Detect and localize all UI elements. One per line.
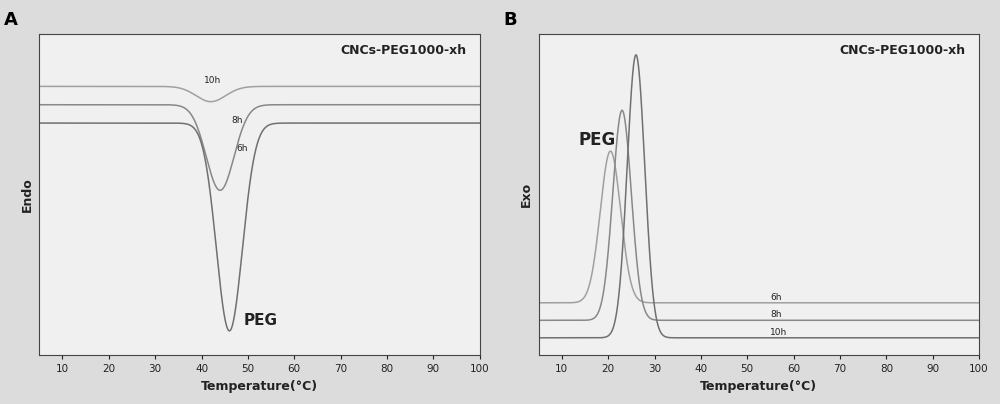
Text: CNCs-PEG1000-xh: CNCs-PEG1000-xh <box>840 44 966 57</box>
Text: CNCs-PEG1000-xh: CNCs-PEG1000-xh <box>340 44 467 57</box>
Text: 8h: 8h <box>232 116 243 125</box>
X-axis label: Temperature(°C): Temperature(°C) <box>201 380 318 393</box>
Y-axis label: Exo: Exo <box>520 182 533 207</box>
Text: PEG: PEG <box>578 131 615 149</box>
Text: A: A <box>4 11 18 29</box>
Text: B: B <box>503 11 517 29</box>
Text: PEG: PEG <box>243 313 277 328</box>
X-axis label: Temperature(°C): Temperature(°C) <box>700 380 817 393</box>
Y-axis label: Endo: Endo <box>21 177 34 212</box>
Text: 10h: 10h <box>770 328 788 337</box>
Text: 6h: 6h <box>770 293 782 302</box>
Text: 6h: 6h <box>236 143 248 153</box>
Text: 8h: 8h <box>770 310 782 320</box>
Text: 10h: 10h <box>204 76 221 85</box>
